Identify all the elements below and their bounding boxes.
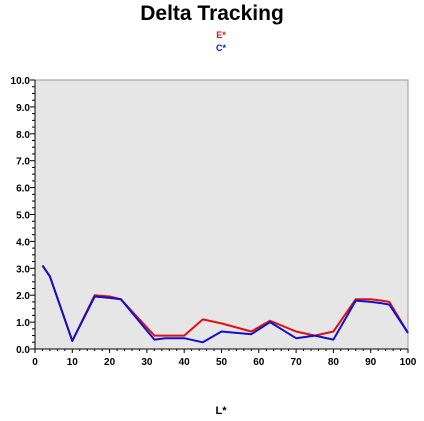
y-axis: 0.0 1.0 2.0 3.0 4.0 5.0 6.0 7.0 8.0 9.0 10.0 [11, 76, 36, 356]
y-tick-label: 3.0 [16, 264, 30, 275]
x-tick-label: 10 [67, 357, 79, 368]
y-tick-label: 10.0 [11, 76, 31, 87]
series-line-2 [41, 265, 409, 344]
y-tick-label: 2.0 [16, 291, 30, 302]
series-layer [41, 265, 409, 344]
y-tick-label: 5.0 [16, 211, 30, 222]
y-tick-label: 8.0 [16, 130, 30, 141]
x-tick-label: 100 [400, 357, 417, 368]
plot-area [34, 79, 409, 350]
y-tick-label: 6.0 [16, 184, 30, 195]
series-line-1 [41, 265, 409, 342]
x-axis: 0 10 20 30 40 50 60 70 80 90 100 [32, 348, 417, 368]
x-tick-label: 90 [365, 357, 377, 368]
y-tick-label: 0.0 [16, 345, 30, 356]
chart-title: Delta Tracking [140, 2, 284, 25]
x-tick-label: 50 [216, 357, 228, 368]
x-tick-label: 0 [32, 357, 38, 368]
x-axis-label: L* [216, 405, 228, 417]
x-tick-label: 80 [328, 357, 340, 368]
legend-entry-2: C* [216, 43, 226, 53]
x-tick-label: 30 [141, 357, 153, 368]
x-tick-label: 20 [104, 357, 116, 368]
x-tick-label: 40 [179, 357, 191, 368]
y-tick-label: 7.0 [16, 157, 30, 168]
x-tick-label: 70 [291, 357, 303, 368]
y-tick-label: 1.0 [16, 318, 30, 329]
y-tick-label: 4.0 [16, 237, 30, 248]
x-tick-label: 60 [253, 357, 265, 368]
legend: E* C* [216, 30, 226, 53]
y-tick-label: 9.0 [16, 103, 30, 114]
legend-entry-1: E* [216, 30, 226, 40]
